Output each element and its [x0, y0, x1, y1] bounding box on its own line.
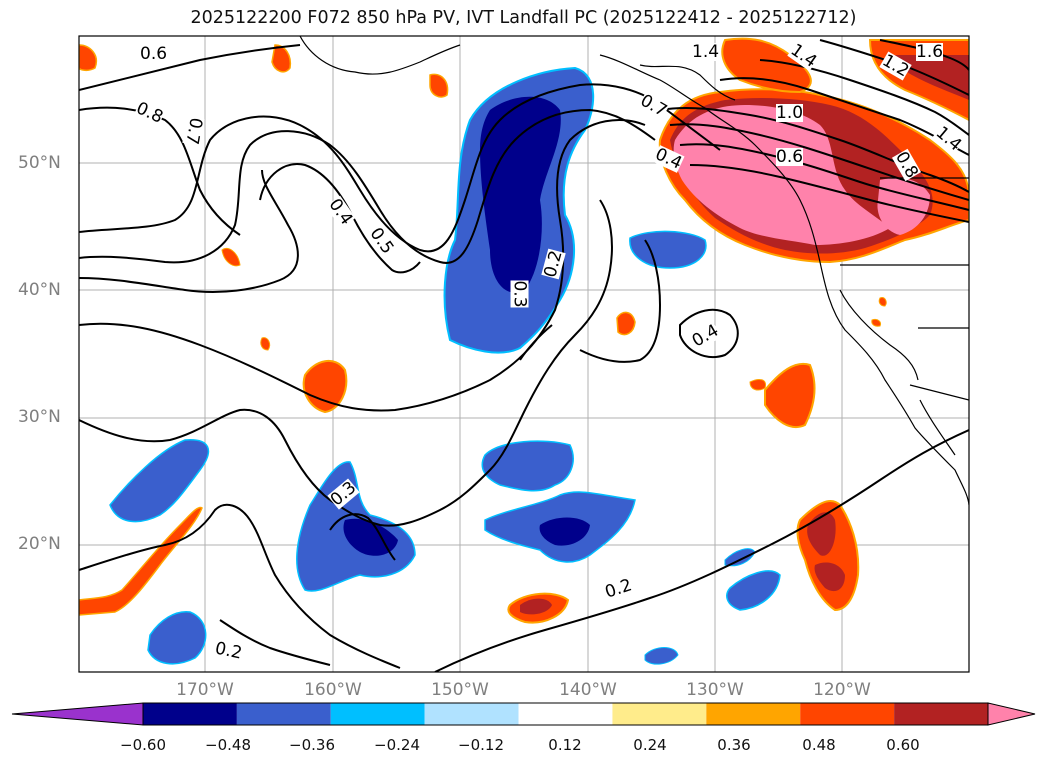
lon-label: 120°W [813, 680, 871, 700]
map-frame [78, 35, 970, 673]
contour-label: 0.6 [140, 44, 168, 64]
contour-label: 0.3 [509, 280, 530, 308]
colorbar-segment [800, 703, 895, 725]
colorbar-frame [142, 702, 989, 726]
coastlines [299, 36, 969, 506]
colorbar-tick: −0.48 [205, 736, 251, 754]
lat-label: 50°N [18, 153, 61, 173]
contour-label: 1.4 [692, 42, 720, 62]
lon-label: 140°W [559, 680, 617, 700]
contour-label: 0.6 [776, 147, 804, 167]
colorbar-segments [11, 702, 1036, 726]
colorbar-tick: −0.24 [374, 736, 420, 754]
lat-label: 30°N [18, 407, 61, 427]
colorbar-segment [143, 703, 237, 725]
colorbar-tick: −0.60 [120, 736, 166, 754]
contour-label: 0.7 [181, 115, 206, 147]
colorbar-segment [612, 703, 707, 725]
lon-label: 170°W [176, 680, 234, 700]
colorbar-segment [518, 703, 613, 725]
colorbar-tick: 0.48 [802, 736, 836, 754]
colorbar-segment [236, 703, 331, 725]
lon-label: 160°W [304, 680, 362, 700]
colorbar-tick: 0.60 [886, 736, 920, 754]
contour-label: 1.6 [916, 42, 944, 62]
contour-label: 1.0 [776, 103, 804, 123]
lat-label: 20°N [18, 534, 61, 554]
lat-label: 40°N [18, 280, 61, 300]
colorbar-tick: 0.12 [548, 736, 582, 754]
negative-pc-shading [109, 66, 781, 665]
lon-label: 150°W [431, 680, 489, 700]
contour-label: 0.2 [213, 638, 244, 664]
colorbar-tick: 0.24 [633, 736, 667, 754]
colorbar-segment [706, 703, 801, 725]
colorbar-segment [424, 703, 519, 725]
colorbar-extend-low [11, 702, 144, 726]
lon-label: 130°W [686, 680, 744, 700]
colorbar-extend-high [987, 702, 1036, 726]
positive-pc-shading [79, 37, 969, 624]
colorbar-tick: −0.12 [458, 736, 504, 754]
colorbar-tick: 0.36 [717, 736, 751, 754]
colorbar-segment [330, 703, 425, 725]
map-title: 2025122200 F072 850 hPa PV, IVT Landfall… [190, 8, 857, 28]
colorbar-segment [894, 703, 988, 725]
colorbar-tick: −0.36 [289, 736, 335, 754]
colorbar [11, 702, 1036, 726]
